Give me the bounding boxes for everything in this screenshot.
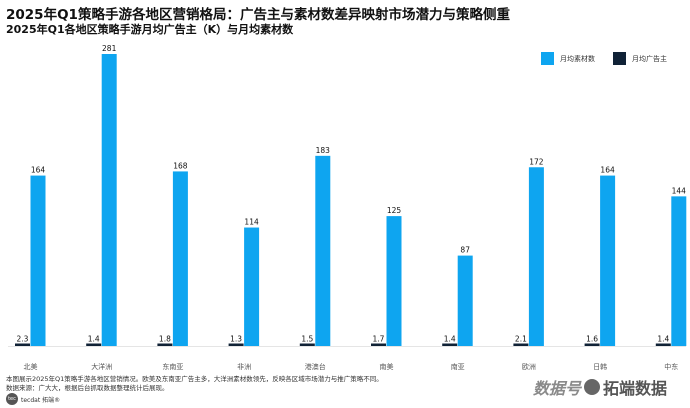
- data-label-advertiser-1: 1.4: [88, 335, 100, 344]
- data-label-advertiser-3: 1.3: [230, 335, 242, 344]
- legend-swatch-advertiser: [613, 52, 626, 65]
- bar-advertiser-3: [228, 343, 244, 346]
- data-label-material-6: 87: [460, 246, 470, 255]
- bar-material-2: [172, 171, 188, 346]
- bar-advertiser-9: [655, 343, 671, 346]
- x-tick-label-9: 中东: [664, 362, 678, 371]
- x-tick-label-8: 日韩: [593, 362, 607, 371]
- data-label-material-1: 281: [102, 44, 117, 53]
- data-label-advertiser-4: 1.5: [301, 335, 313, 344]
- data-label-advertiser-7: 2.1: [515, 335, 527, 344]
- data-label-material-2: 168: [173, 161, 188, 170]
- data-label-advertiser-0: 2.3: [17, 335, 29, 344]
- legend-item-material: 月均素材数: [541, 52, 595, 65]
- brand-name: tecdat 拓端®: [21, 396, 61, 404]
- brand-circle-icon: tec: [6, 393, 18, 405]
- data-label-material-0: 164: [31, 166, 46, 175]
- bar-advertiser-1: [86, 343, 102, 346]
- bar-advertiser-6: [442, 343, 458, 346]
- bar-material-0: [30, 175, 46, 346]
- x-tick-label-7: 欧洲: [522, 362, 536, 371]
- bar-advertiser-7: [513, 343, 529, 346]
- x-tick-label-2: 东南亚: [162, 362, 183, 371]
- bar-material-5: [386, 216, 402, 346]
- x-tick-label-5: 南美: [380, 362, 394, 371]
- watermark-left: 数据号: [533, 379, 582, 398]
- bar-advertiser-2: [157, 343, 173, 346]
- bar-material-9: [671, 196, 687, 346]
- x-tick-label-1: 大洋洲: [91, 362, 112, 371]
- data-label-material-7: 172: [529, 157, 544, 166]
- legend-label-material: 月均素材数: [560, 54, 595, 63]
- bar-material-4: [315, 155, 331, 346]
- data-label-material-4: 183: [316, 146, 331, 155]
- bar-advertiser-0: [15, 343, 30, 346]
- bar-advertiser-8: [584, 343, 600, 346]
- footer-note: 本图展示2025年Q1策略手游各地区营销情况。欧美及东南亚广告主多，大洋洲素材数…: [6, 375, 383, 383]
- x-tick-label-6: 南亚: [451, 362, 465, 371]
- bar-advertiser-4: [299, 343, 315, 346]
- chart-subtitle: 2025年Q1各地区策略手游月均广告主（K）与月均素材数: [6, 23, 294, 36]
- x-tick-label-0: 北美: [24, 362, 38, 371]
- data-label-advertiser-2: 1.8: [159, 335, 171, 344]
- footer-source: 数据来源：广大大，根据后台抓取数据整理统计后展现。: [6, 384, 169, 392]
- data-label-material-9: 144: [672, 186, 687, 195]
- data-label-material-5: 125: [387, 206, 402, 215]
- x-tick-label-3: 非洲: [237, 362, 251, 371]
- chart-title: 2025年Q1策略手游各地区营销格局：广告主与素材数差异映射市场潜力与策略侧重: [6, 7, 510, 23]
- legend-label-advertiser: 月均广告主: [632, 54, 667, 63]
- x-tick-label-4: 港澳台: [305, 362, 326, 371]
- watermark-logo-icon: [584, 379, 600, 395]
- bar-material-8: [600, 175, 616, 346]
- data-label-advertiser-8: 1.6: [586, 335, 598, 344]
- bar-material-1: [101, 54, 117, 346]
- watermark-right-text: 拓端数据: [603, 379, 668, 398]
- watermark-right: 拓端数据: [584, 375, 667, 399]
- data-label-advertiser-9: 1.4: [657, 335, 669, 344]
- data-label-material-3: 114: [244, 218, 259, 227]
- data-label-advertiser-6: 1.4: [444, 335, 456, 344]
- data-label-material-8: 164: [600, 166, 615, 175]
- legend-item-advertiser: 月均广告主: [613, 52, 667, 65]
- bar-material-6: [457, 255, 473, 346]
- bar-material-7: [528, 167, 544, 346]
- brand-logo: tec tecdat 拓端®: [6, 393, 60, 405]
- data-label-advertiser-5: 1.7: [373, 335, 385, 344]
- legend-swatch-material: [541, 52, 554, 65]
- bar-advertiser-5: [371, 343, 386, 346]
- bar-material-3: [244, 227, 260, 346]
